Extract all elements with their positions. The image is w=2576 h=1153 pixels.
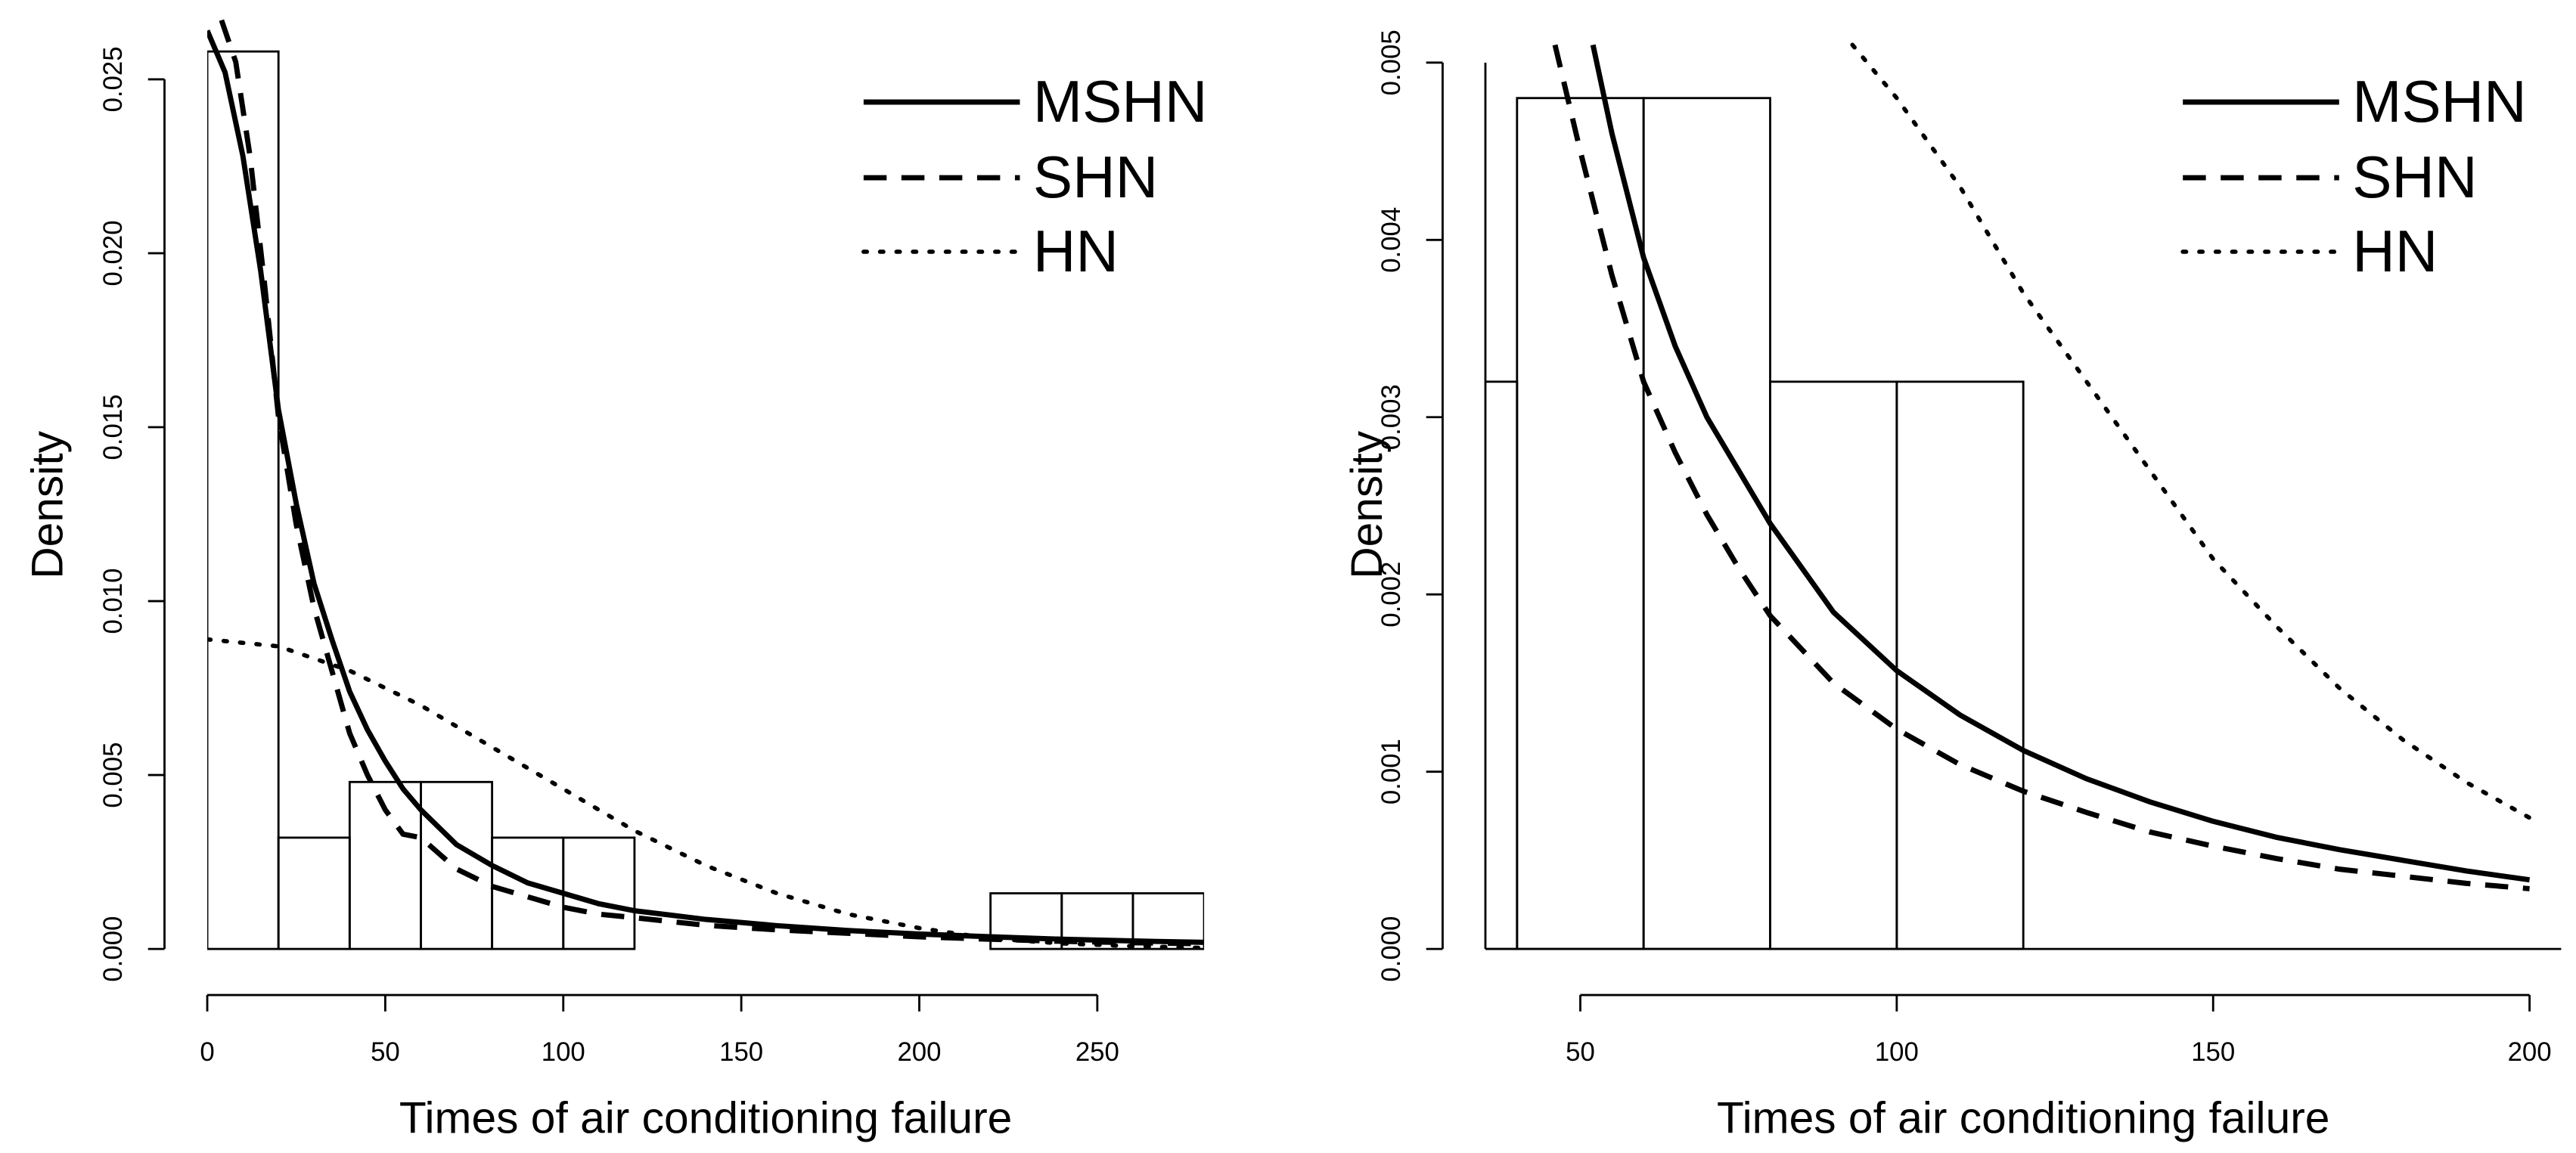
density-curve-shn (1552, 44, 2530, 891)
histogram-bar-80-100 (1769, 380, 1898, 950)
y-axis-title: Density (1342, 430, 1392, 578)
histogram-bar-260-280 (1131, 892, 1205, 950)
y-tick-label: 0.015 (99, 394, 128, 460)
y-tick-label: 0.005 (1377, 29, 1406, 95)
y-axis-title: Density (23, 430, 73, 578)
x-tick-label: 150 (2191, 1038, 2235, 1067)
x-tick-label: 100 (1875, 1038, 1919, 1067)
density-curve-mshn (1590, 44, 2531, 883)
x-tick-label: 200 (897, 1038, 941, 1067)
y-tick-label: 0.020 (99, 220, 128, 286)
legend-label-shn: SHN (1033, 144, 1158, 210)
y-tick-label: 0.002 (1377, 562, 1406, 628)
legend: MSHN SHN HN (861, 68, 1208, 284)
x-tick-label: 0 (200, 1038, 214, 1067)
density-curve-shn (219, 19, 1205, 947)
histogram-bar-60-80 (420, 780, 494, 950)
y-tick-label: 0.000 (1377, 916, 1406, 982)
histogram-bar-100-120 (1895, 380, 2025, 950)
y-tick-label: 0.025 (99, 46, 128, 112)
y-tick-label: 0.004 (1377, 207, 1406, 273)
plot-area (207, 19, 1205, 950)
y-tick-label: 0.010 (99, 569, 128, 634)
legend-label-hn: HN (2352, 218, 2438, 284)
legend-label-mshn: MSHN (2352, 68, 2527, 135)
x-tick-label: 50 (1566, 1038, 1595, 1067)
left-histogram-panel: 0 50 100 150 200 250 0.000 0.005 0.010 0.015 0.020… (23, 19, 1208, 1143)
density-curve-hn (207, 637, 1205, 950)
x-tick-label: 250 (1075, 1038, 1119, 1067)
x-axis-title: Times of air conditioning failure (1717, 1094, 2329, 1143)
x-tick-label: 50 (371, 1038, 400, 1067)
histogram-bar-40-60 (1516, 97, 1645, 950)
x-tick-label: 200 (2508, 1038, 2552, 1067)
y-tick-label: 0.001 (1377, 739, 1406, 804)
legend-label-mshn: MSHN (1033, 68, 1208, 135)
y-tick-label: 0.003 (1377, 384, 1406, 450)
legend-label-hn: HN (1033, 218, 1119, 284)
y-tick-label: 0.000 (99, 916, 128, 982)
legend: MSHN SHN HN (2180, 68, 2527, 284)
x-axis-title: Times of air conditioning failure (399, 1094, 1012, 1143)
y-tick-label: 0.005 (99, 742, 128, 808)
density-curve-hn (1850, 42, 2532, 820)
right-histogram-panel: 50 100 150 200 0.000 0.001 0.002 0.003 0.004 0.00… (1342, 29, 2562, 1143)
histogram-bar-20-40 (1485, 380, 1519, 950)
histogram-bar-80-100 (491, 836, 565, 950)
x-tick-label: 100 (542, 1038, 585, 1067)
histogram-bar-100-120 (562, 836, 636, 950)
histogram-bar-0-20 (207, 50, 280, 950)
histogram-bar-60-80 (1642, 97, 1771, 950)
histogram-bar-20-40 (277, 836, 351, 950)
legend-label-shn: SHN (2352, 144, 2477, 210)
x-tick-label: 150 (719, 1038, 763, 1067)
